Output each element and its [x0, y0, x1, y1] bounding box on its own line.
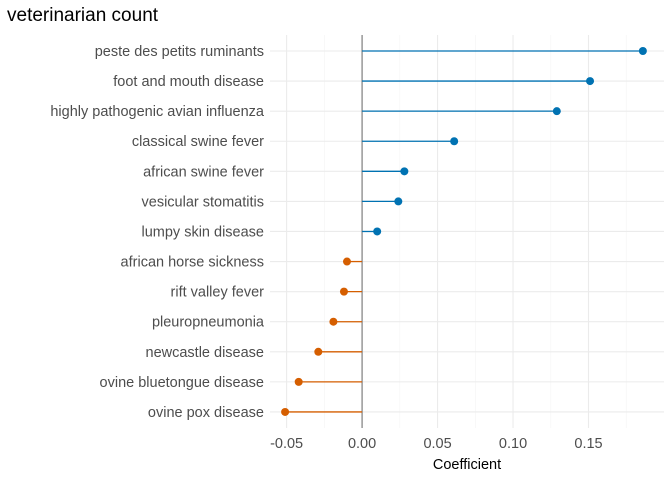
lollipop-point: [294, 377, 303, 386]
x-tick-label: 0.00: [348, 436, 376, 452]
category-label: newcastle disease: [146, 345, 265, 361]
category-label: rift valley fever: [171, 285, 265, 301]
category-label: highly pathogenic avian influenza: [50, 104, 265, 120]
lollipop-point: [342, 257, 351, 266]
x-tick-label: 0.15: [574, 436, 602, 452]
lollipop-point: [329, 317, 338, 326]
lollipop-points: [281, 47, 647, 416]
lollipop-point: [586, 77, 595, 86]
lollipop-point: [394, 197, 403, 206]
x-tick-label: 0.10: [499, 436, 527, 452]
category-label: pleuropneumonia: [152, 315, 265, 331]
category-label: foot and mouth disease: [113, 74, 264, 90]
lollipop-point: [339, 287, 348, 296]
gridlines: [270, 35, 664, 428]
category-label: ovine pox disease: [148, 405, 264, 421]
x-axis-title: Coefficient: [433, 457, 501, 473]
lollipop-point: [450, 137, 459, 146]
lollipop-stems: [285, 50, 643, 413]
category-label: peste des petits ruminants: [95, 44, 264, 60]
chart-title: veterinarian count: [7, 5, 159, 26]
lollipop-point: [638, 47, 647, 55]
x-tick-label: -0.05: [270, 436, 303, 452]
x-tick-label: 0.05: [423, 436, 451, 452]
category-label: lumpy skin disease: [142, 224, 265, 240]
category-label: african swine fever: [143, 164, 264, 180]
lollipop-point: [314, 347, 323, 356]
lollipop-point: [552, 107, 561, 116]
category-labels: peste des petits ruminants foot and mouth…: [50, 44, 265, 421]
category-label: vesicular stomatitis: [142, 194, 264, 210]
category-label: classical swine fever: [132, 134, 264, 150]
x-tick-labels: -0.05 0.00 0.05 0.10 0.15: [270, 436, 603, 452]
lollipop-point: [373, 227, 382, 236]
lollipop-point: [400, 167, 409, 176]
category-label: african horse sickness: [121, 255, 264, 271]
category-label: ovine bluetongue disease: [100, 375, 264, 391]
lollipop-point: [281, 407, 290, 416]
